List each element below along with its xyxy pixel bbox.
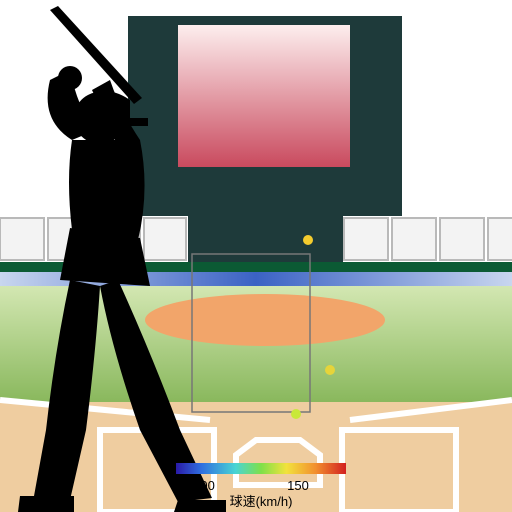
pitch-location-chart: 100 150球速(km/h)	[0, 0, 512, 512]
legend-colorbar	[176, 463, 346, 474]
pitch-marker	[303, 235, 313, 245]
pitch-marker	[325, 365, 335, 375]
chart-svg: 100 150球速(km/h)	[0, 0, 512, 512]
legend-tick: 100	[193, 478, 215, 493]
legend-label: 球速(km/h)	[230, 494, 293, 509]
warning-track	[145, 294, 385, 346]
pitch-marker	[291, 409, 301, 419]
legend-tick: 150	[287, 478, 309, 493]
